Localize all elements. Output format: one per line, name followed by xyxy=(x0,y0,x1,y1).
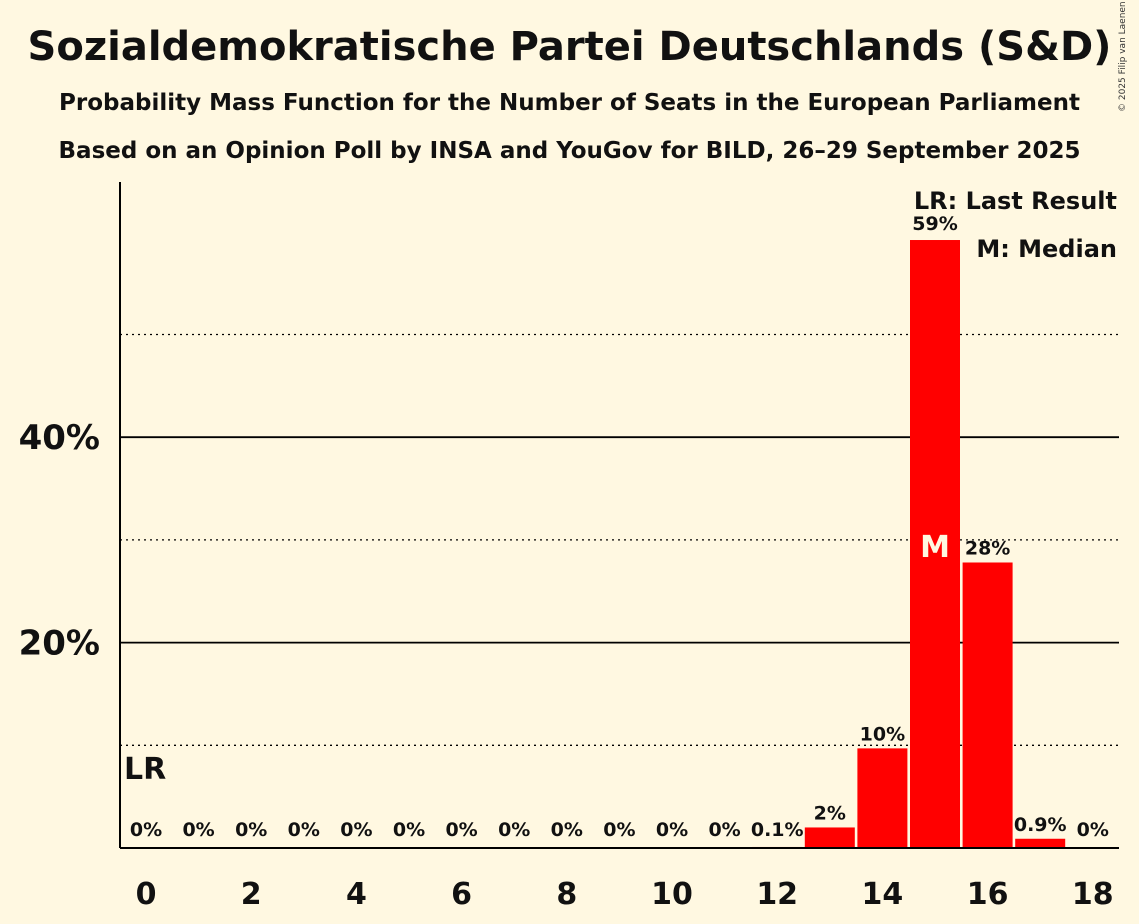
bar-value-label: 2% xyxy=(814,802,846,824)
legend-last-result: LR: Last Result xyxy=(914,187,1117,215)
bar-value-label: 0% xyxy=(340,819,372,841)
bar-value-label: 0% xyxy=(288,819,320,841)
bar-value-label: 0% xyxy=(498,819,530,841)
bar-value-label: 10% xyxy=(860,723,905,745)
chart-title: Sozialdemokratische Partei Deutschlands … xyxy=(27,24,1112,70)
y-tick-label: 20% xyxy=(19,624,100,664)
bar-value-label: 0.1% xyxy=(751,819,804,841)
last-result-marker: LR xyxy=(124,752,166,787)
bar-value-label: 0% xyxy=(445,819,477,841)
bar-value-label: 59% xyxy=(912,213,957,235)
x-tick-label: 2 xyxy=(241,877,262,912)
bar-value-label: 0% xyxy=(393,819,425,841)
x-tick-label: 14 xyxy=(862,877,904,912)
x-tick-label: 6 xyxy=(451,877,472,912)
bar-value-label: 0% xyxy=(551,819,583,841)
bar-seat-14 xyxy=(857,748,908,848)
bar-value-label: 0% xyxy=(130,819,162,841)
y-tick-label: 40% xyxy=(19,418,100,458)
bar-value-label: 0% xyxy=(656,819,688,841)
legend-median: M: Median xyxy=(976,235,1117,263)
bar-seat-17 xyxy=(1015,838,1066,848)
chart-subtitle: Probability Mass Function for the Number… xyxy=(59,90,1080,116)
bar-value-label: 0% xyxy=(603,819,635,841)
x-tick-label: 12 xyxy=(756,877,798,912)
bar-seat-15 xyxy=(910,240,960,849)
bar-value-label: 0% xyxy=(1077,819,1109,841)
bar-value-label: 0.9% xyxy=(1014,814,1067,836)
x-tick-label: 0 xyxy=(136,877,157,912)
bar-value-label: 0% xyxy=(708,819,740,841)
bar-value-label: 0% xyxy=(235,819,267,841)
x-tick-label: 18 xyxy=(1072,877,1114,912)
bar-seat-13 xyxy=(804,827,855,848)
chart-subtitle-source: Based on an Opinion Poll by INSA and You… xyxy=(58,138,1081,164)
x-tick-label: 4 xyxy=(346,877,367,912)
x-tick-label: 16 xyxy=(967,877,1009,912)
bar-value-label: 28% xyxy=(965,537,1010,559)
x-tick-label: 10 xyxy=(651,877,693,912)
median-marker: M xyxy=(920,530,950,565)
bar-value-label: 0% xyxy=(182,819,214,841)
bar-seat-16 xyxy=(962,562,1013,848)
x-tick-label: 8 xyxy=(556,877,577,912)
